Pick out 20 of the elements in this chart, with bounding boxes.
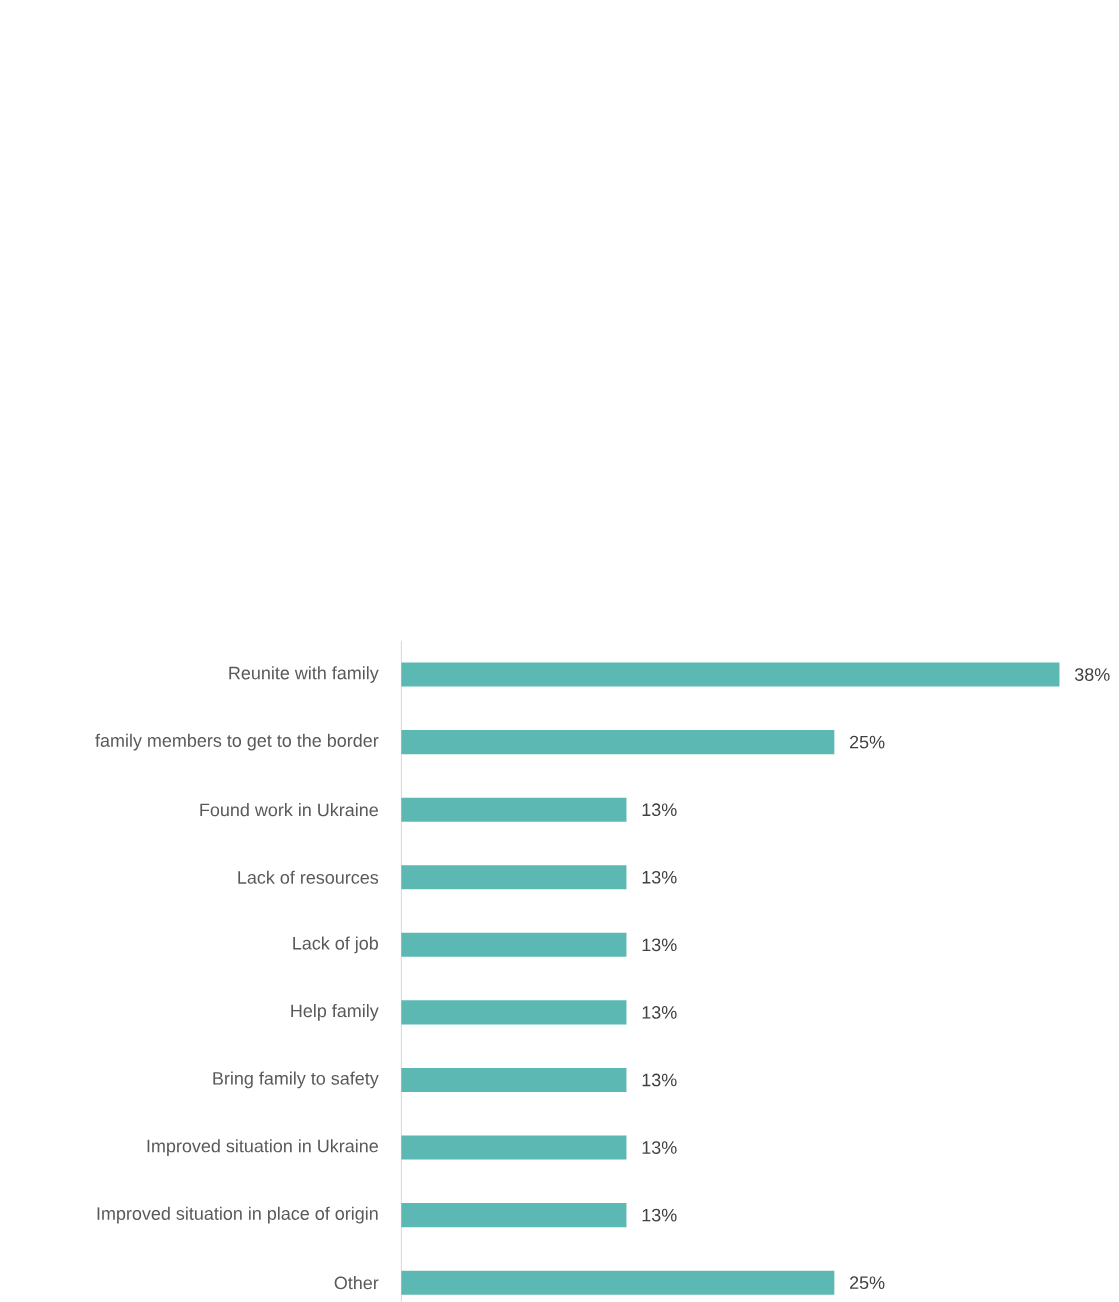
data-label: 13% bbox=[642, 1006, 677, 1019]
y-tick-label: Other bbox=[334, 1276, 379, 1290]
y-tick-label: Improved situation in place of origin bbox=[97, 1206, 378, 1224]
data-label: 13% bbox=[642, 938, 677, 952]
data-label: 13% bbox=[642, 1208, 677, 1222]
y-tick-label: Reunite with family bbox=[229, 666, 379, 683]
data-label: 25% bbox=[850, 1276, 885, 1290]
y-tick-label: Found work in Ukraine bbox=[200, 803, 379, 817]
data-label: 38% bbox=[1075, 668, 1110, 681]
y-tick-label: Lack of resources bbox=[238, 870, 379, 884]
y-tick-label: Help family bbox=[291, 1004, 379, 1021]
y-tick-label: Bring family to safety bbox=[213, 1071, 379, 1089]
data-label: 13% bbox=[642, 1141, 677, 1154]
y-tick-label: family members to get to the border bbox=[95, 733, 379, 751]
y-tick-label: Improved situation in Ukraine bbox=[147, 1139, 379, 1156]
data-label: 13% bbox=[642, 803, 677, 817]
data-label: 25% bbox=[850, 735, 885, 749]
y-tick-label: Lack of job bbox=[293, 936, 379, 954]
data-label: 13% bbox=[642, 1073, 677, 1087]
data-label: 13% bbox=[642, 870, 677, 884]
